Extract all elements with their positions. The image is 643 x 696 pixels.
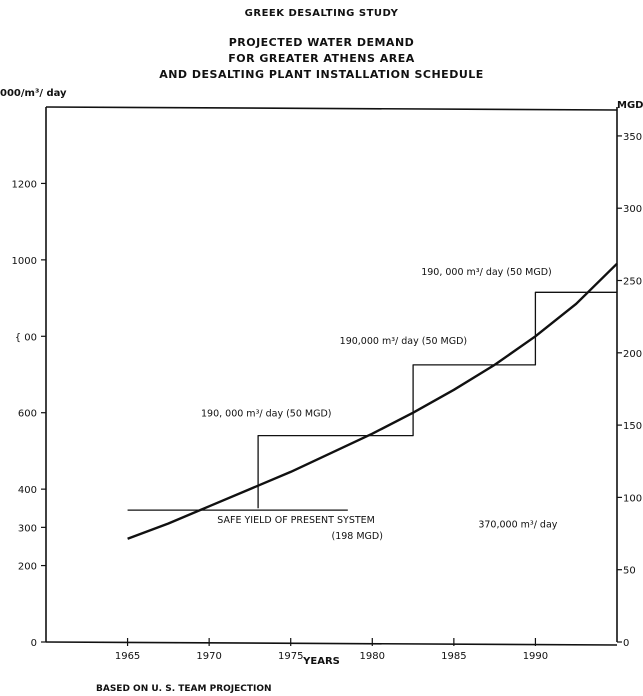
capacity-step-line [257,291,617,509]
annotation-label: 190,000 m³/ day (50 MGD) [340,336,467,347]
footnote: BASED ON U. S. TEAM PROJECTION [96,684,272,694]
y-left-tick-label: 300 [18,523,37,534]
annotation-label: 370,000 m³/ day [478,519,557,530]
y-right-tick-label: 50 [623,566,636,577]
annotation-label: SAFE YIELD OF PRESENT SYSTEM [217,515,375,526]
y-left-tick-label: 0 [31,638,37,649]
y-axis-right-label: MGD [617,100,643,111]
x-tick-label: 1985 [441,651,466,662]
axis-ticks: 0 200 300 400 600 { 00 1000 1200 0 50 100 150 200 250… [12,132,643,662]
y-left-tick-label: 1000 [12,256,37,267]
x-tick-label: 1990 [523,651,548,662]
demand-curve [127,262,618,540]
x-axis-label: YEARS [303,656,340,667]
x-tick-label: 1965 [115,651,140,662]
y-right-tick-label: 300 [623,204,642,215]
chart-title-line-2: FOR GREATER ATHENS AREA [228,52,415,65]
annotations: 190, 000 m³/ day (50 MGD) 190,000 m³/ day… [201,267,558,542]
x-tick-label: 1975 [278,651,303,662]
y-right-tick-label: 100 [623,493,642,504]
y-right-tick-label: 350 [623,132,642,143]
series-lines [127,262,618,540]
annotation-label: 190, 000 m³/ day (50 MGD) [421,267,552,278]
y-left-tick-label: 600 [18,409,37,420]
annotation-label: (198 MGD) [332,531,383,542]
y-axis-left-label: 000/m³/ day [0,88,67,99]
y-right-tick-label: 0 [623,638,629,649]
x-axis-line [45,641,618,646]
y-right-tick-label: 200 [623,349,642,360]
x-tick-label: 1980 [360,651,385,662]
x-tick-label: 1970 [196,651,221,662]
plot-top-line [45,106,618,111]
chart-title-line-3: AND DESALTING PLANT INSTALLATION SCHEDUL… [159,68,484,81]
chart-title-line-1: PROJECTED WATER DEMAND [228,36,415,49]
annotation-label: 190, 000 m³/ day (50 MGD) [201,409,332,420]
study-title: GREEK DESALTING STUDY [244,8,399,19]
y-left-tick-label: 400 [18,485,37,496]
y-left-tick-label: 200 [18,562,37,573]
y-right-tick-label: 150 [623,421,642,432]
y-right-tick-label: 250 [623,277,642,288]
y-left-tick-label: 1200 [12,179,37,190]
plot-frame [45,106,618,646]
y-left-tick-label: { 00 [15,332,37,343]
